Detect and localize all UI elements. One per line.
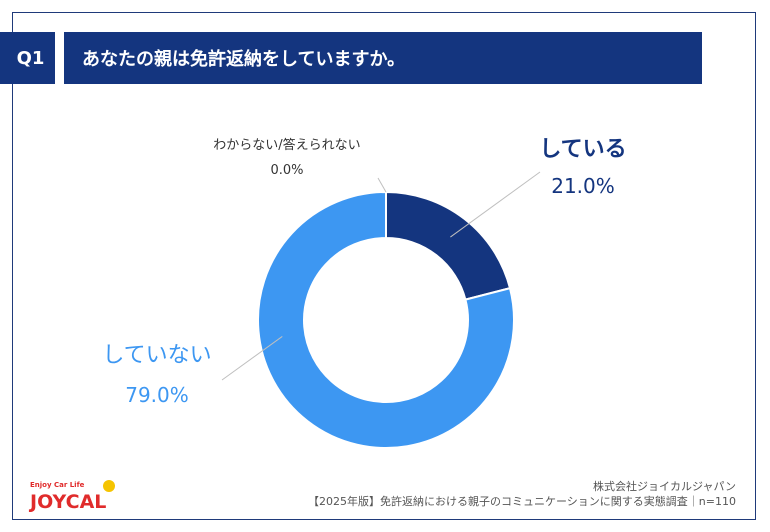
leader-line-wakaranai xyxy=(377,177,387,193)
footer-source: 【2025年版】免許返納における親子のコミュニケーションに関する実態調査｜n=1… xyxy=(308,495,736,508)
joycal-logo: Enjoy Car Life JOYCAL xyxy=(28,480,115,513)
leader-line-shiteinai xyxy=(221,336,283,381)
slice-value-wakaranai: 0.0% xyxy=(270,163,303,178)
donut-slices xyxy=(257,190,515,449)
donut-slice-shiteiru xyxy=(385,190,512,301)
question-title: あなたの親は免許返納をしていますか。 xyxy=(64,32,702,84)
logo-wordmark: JOYCAL xyxy=(28,491,106,513)
slice-value-shiteiru: 21.0% xyxy=(551,174,615,198)
leader-lines xyxy=(221,171,541,381)
logo-tagline: Enjoy Car Life xyxy=(30,481,85,489)
question-badge: Q1 xyxy=(0,32,55,84)
logo-sun-icon xyxy=(103,480,115,492)
donut-slice-shiteinai xyxy=(257,190,515,449)
leader-line-shiteiru xyxy=(450,171,541,238)
footer-company: 株式会社ジョイカルジャパン xyxy=(593,480,736,493)
slice-label-shiteinai: していない xyxy=(102,343,211,368)
slice-value-shiteinai: 79.0% xyxy=(125,383,189,407)
slice-label-wakaranai: わからない/答えられない xyxy=(213,137,360,153)
slice-label-shiteiru: している xyxy=(539,137,626,162)
